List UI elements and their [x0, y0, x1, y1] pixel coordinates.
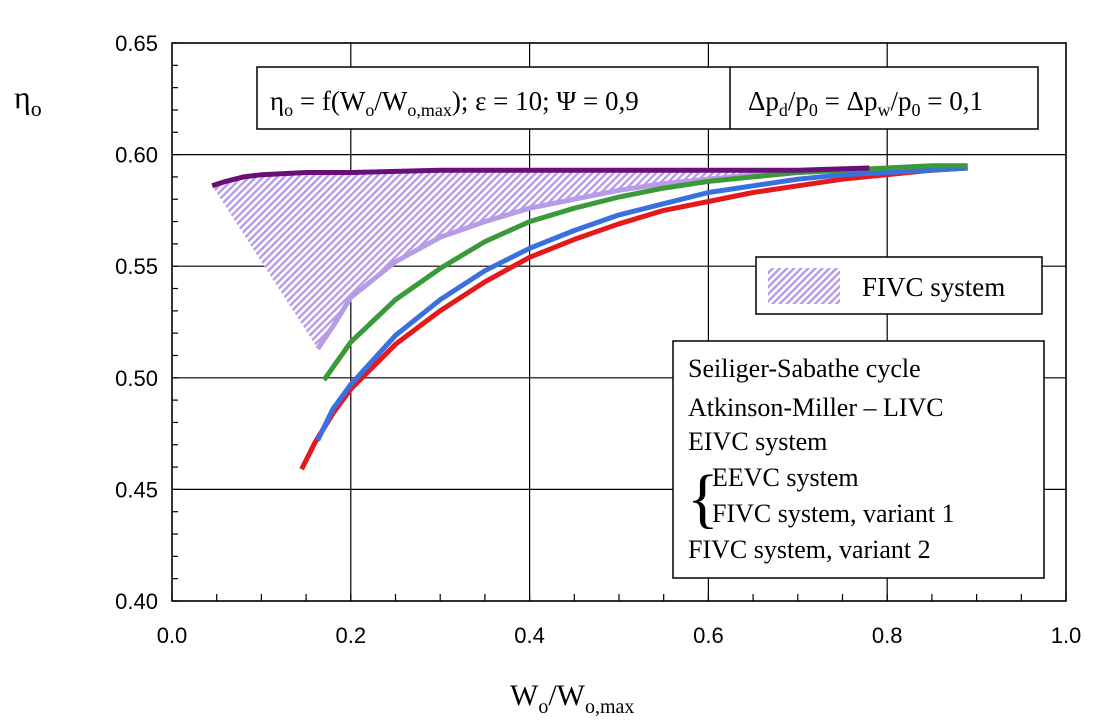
y-tick-label-2: 0.50 — [115, 366, 158, 391]
fivc-shaded-region — [212, 167, 870, 349]
legend: Seiliger-Sabathe cycle Atkinson-Miller –… — [672, 340, 1045, 579]
condition-formula: ηo = f(Wo/Wo,max); ε = 10; Ψ = 0,9 — [270, 86, 639, 120]
x-tick-label-1: 0.2 — [336, 623, 367, 648]
x-tick-label-0: 0.0 — [157, 623, 188, 648]
shaded-region-label: FIVC system — [862, 272, 1005, 302]
shaded-region-swatch — [768, 268, 840, 304]
x-tick-label-5: 1.0 — [1051, 623, 1082, 648]
y-tick-labels: 0.40 0.45 0.50 0.55 0.60 0.65 — [115, 31, 158, 614]
x-tick-label-3: 0.6 — [693, 623, 724, 648]
legend-item-fivc-v1: FIVC system, variant 1 — [712, 499, 955, 528]
y-tick-label-0: 0.40 — [115, 589, 158, 614]
axis-ticks — [171, 42, 1067, 602]
series-line-3 — [211, 165, 870, 189]
series-line-1 — [315, 165, 968, 442]
legend-item-fivc-v2: FIVC system, variant 2 — [688, 535, 931, 564]
x-axis-label: Wo/Wo,max — [510, 679, 634, 718]
series-line-0 — [299, 165, 968, 471]
y-axis-label: ηo — [14, 79, 42, 121]
legend-item-eevc: EEVC system — [712, 463, 859, 492]
x-tick-label-4: 0.8 — [872, 623, 903, 648]
series-layer — [211, 163, 968, 471]
shaded-region-legend: FIVC system — [755, 256, 1043, 315]
legend-brace: { — [687, 462, 719, 535]
shaded-region-layer — [212, 167, 870, 349]
y-tick-label-4: 0.60 — [115, 143, 158, 168]
condition-box: ηo = f(Wo/Wo,max); ε = 10; Ψ = 0,9 Δpd/p… — [256, 66, 1039, 130]
x-tick-labels: 0.0 0.2 0.4 0.6 0.8 1.0 — [157, 623, 1082, 648]
y-tick-label-3: 0.55 — [115, 254, 158, 279]
legend-item-eivc: EIVC system — [688, 427, 827, 456]
condition-pressure: Δpd/p0 = Δpw/p0 = 0,1 — [748, 86, 983, 120]
legend-item-atkinson: Atkinson-Miller – LIVC — [688, 393, 944, 422]
legend-item-seiliger: Seiliger-Sabathe cycle — [688, 354, 921, 383]
y-tick-label-5: 0.65 — [115, 31, 158, 56]
y-tick-label-1: 0.45 — [115, 477, 158, 502]
x-tick-label-2: 0.4 — [514, 623, 545, 648]
